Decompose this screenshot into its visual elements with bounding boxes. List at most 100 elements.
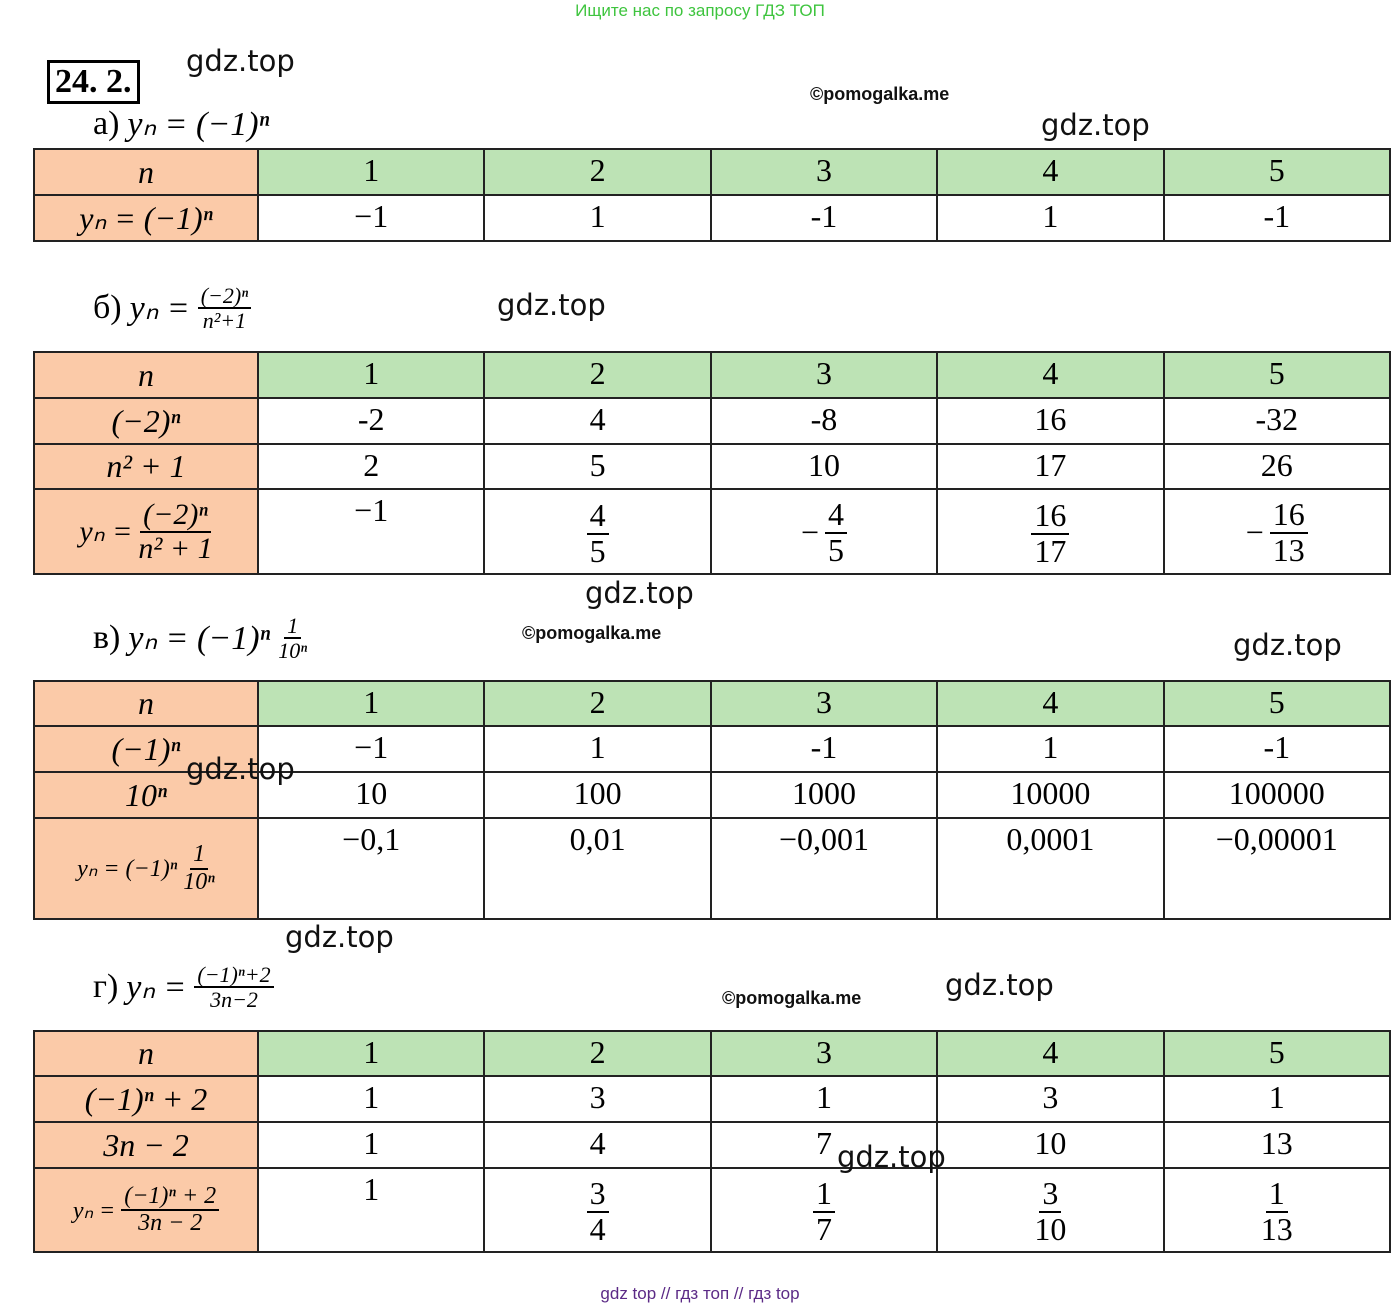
table-cell: 2 — [483, 148, 712, 196]
row-header: (−1)ⁿ — [33, 725, 259, 773]
table-cell: 4 — [483, 1121, 712, 1169]
table-part-v: n 1 2 3 4 5 (−1)ⁿ −1 1 -1 1 -1 10ⁿ 10 100 1000 10000 1000… — [33, 680, 1392, 920]
formula-fraction: 1 10ⁿ — [278, 614, 307, 662]
sign: − — [800, 514, 819, 550]
table-cell: 2 — [483, 680, 712, 727]
table-cell: 3 — [709, 680, 939, 727]
row-header: n — [33, 148, 259, 196]
table-cell: 16 — [936, 397, 1165, 445]
numerator: (−2)ⁿ — [140, 499, 211, 533]
formula-fraction: (−2)ⁿ n²+1 — [197, 284, 252, 334]
numerator: 1 — [1265, 1177, 1288, 1213]
table-cell: 100 — [483, 771, 712, 819]
numerator: 16 — [1031, 498, 1070, 535]
table-cell: 100000 — [1162, 771, 1392, 819]
numerator: 4 — [825, 497, 847, 534]
table-row: (−2)ⁿ -2 4 -8 16 -32 — [33, 397, 1392, 445]
numerator: 1 — [812, 1177, 835, 1213]
row-header: yₙ = (−2)ⁿ n² + 1 — [33, 488, 259, 575]
table-cell: 1 — [483, 194, 712, 242]
table-cell: 5 — [1162, 351, 1392, 399]
table-cell: 3 — [936, 1075, 1165, 1123]
table-cell: -8 — [709, 397, 939, 445]
table-cell: 16 17 — [936, 488, 1165, 575]
denominator: 17 — [1034, 532, 1067, 569]
watermark: gdz.top — [186, 44, 295, 78]
table-cell: 10 — [936, 1121, 1165, 1169]
fraction-value: −16 13 — [1245, 497, 1308, 568]
denominator: 5 — [828, 531, 844, 568]
part-g-title: г) yₙ = (−1)ⁿ+2 3n−2 — [93, 963, 274, 1011]
table-cell: 4 — [936, 351, 1165, 399]
formula-lhs: yₙ = — [72, 1197, 116, 1224]
table-cell: 5 — [1162, 148, 1392, 196]
table-cell: 1 — [256, 148, 486, 196]
copyright-mark: ©pomogalka.me — [722, 988, 862, 1008]
formula-fraction: (−1)ⁿ+2 3n−2 — [194, 963, 274, 1011]
table-cell: −16 13 — [1162, 488, 1392, 575]
table-cell: 7 — [709, 1121, 939, 1169]
table-cell: 5 — [1162, 1030, 1392, 1077]
watermark: gdz.top — [285, 920, 394, 954]
formula-lhs: yₙ = — [129, 290, 190, 328]
part-v-title: в) yₙ = (−1)ⁿ 1 10ⁿ — [93, 614, 307, 662]
table-row: yₙ = (−1)ⁿ + 2 3n − 2 1 3 4 1 7 3 10 1 13 — [33, 1167, 1392, 1253]
denominator: n²+1 — [202, 308, 247, 334]
denominator: 7 — [815, 1211, 832, 1247]
table-cell: 3 — [709, 1030, 939, 1077]
denominator: 13 — [1272, 531, 1305, 568]
formula-lhs: yₙ = (−1)ⁿ — [77, 856, 178, 882]
numerator: 1 — [284, 614, 302, 640]
watermark: gdz.top — [837, 1140, 946, 1174]
watermark: gdz.top — [945, 968, 1054, 1002]
row-header: 10ⁿ — [33, 771, 259, 819]
formula-lhs: yₙ = — [79, 515, 133, 548]
table-row: yₙ = (−2)ⁿ n² + 1 −1 4 5−4 5 16 17−16 13 — [33, 488, 1392, 575]
table-cell: -1 — [1162, 725, 1392, 773]
table-cell: 4 — [936, 148, 1165, 196]
fraction-value: 3 10 — [1034, 1177, 1066, 1246]
table-cell: −1 — [256, 194, 486, 242]
table-cell: −0,1 — [256, 817, 486, 920]
fraction-formula: yₙ = (−1)ⁿ + 2 3n − 2 — [72, 1183, 220, 1236]
table-cell: 4 — [936, 680, 1165, 727]
table-row: yₙ = (−1)ⁿ −1 1 -1 1 -1 — [33, 194, 1392, 242]
footer-links: gdz top // гдз топ // гдз top — [600, 1284, 800, 1303]
denominator: 10ⁿ — [183, 868, 215, 895]
fraction-formula: yₙ = (−1)ⁿ 1 10ⁿ — [77, 842, 215, 895]
table-cell: 17 — [936, 443, 1165, 490]
fraction: 1 13 — [1261, 1177, 1293, 1246]
table-cell: 3 — [483, 1075, 712, 1123]
sign: − — [1245, 514, 1264, 550]
formula: yₙ = (−1)ⁿ — [127, 106, 270, 143]
table-cell: 1 13 — [1162, 1167, 1392, 1253]
fraction: 1 10ⁿ — [183, 842, 215, 895]
fraction: 16 13 — [1269, 497, 1308, 568]
row-header: n — [33, 1030, 259, 1077]
problem-number: 24. 2. — [47, 60, 140, 104]
numerator: 1 — [190, 842, 209, 870]
watermark: gdz.top — [585, 576, 694, 610]
table-row: yₙ = (−1)ⁿ 1 10ⁿ −0,1 0,01 −0,001 0,0001 −0,000… — [33, 817, 1392, 920]
table-cell: -32 — [1162, 397, 1392, 445]
table-cell: 4 — [936, 1030, 1165, 1077]
part-label: в) — [93, 619, 121, 657]
row-header: 3n − 2 — [33, 1121, 259, 1169]
table-cell: -2 — [256, 397, 486, 445]
denominator: 10ⁿ — [278, 638, 308, 664]
table-cell: 3 — [709, 351, 939, 399]
table-cell: 10 — [256, 771, 486, 819]
denominator: n² + 1 — [138, 531, 213, 565]
fraction-value: −4 5 — [800, 497, 847, 568]
part-b-title: б) yₙ = (−2)ⁿ n²+1 — [93, 284, 252, 334]
